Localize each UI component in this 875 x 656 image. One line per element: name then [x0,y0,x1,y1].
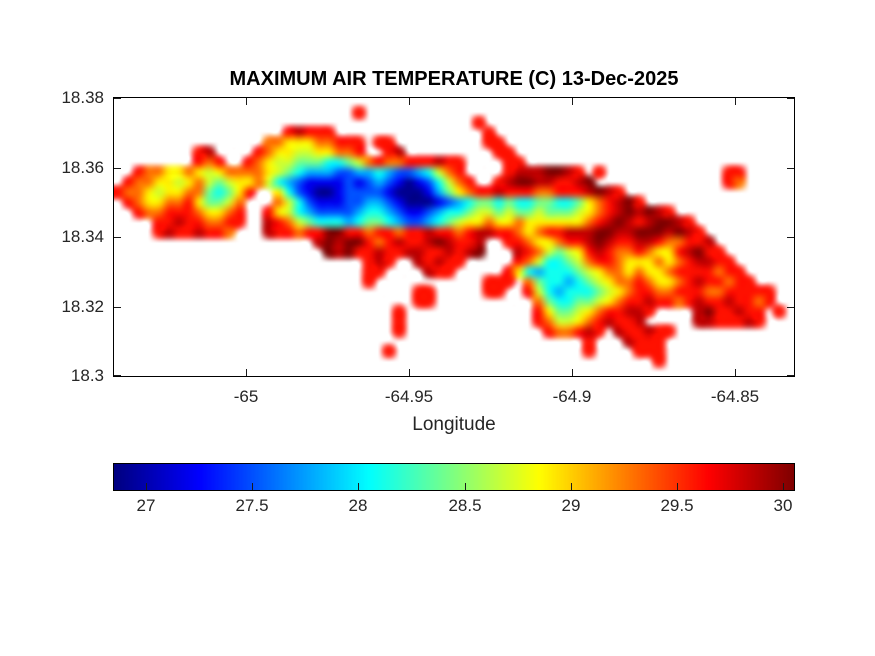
y-tick-right [787,307,794,308]
y-tick-left [114,168,121,169]
x-tick-top [409,98,410,105]
x-tick-top [572,98,573,105]
x-tick-label: -65 [233,387,259,406]
x-tick-bottom [246,369,247,376]
y-tick-left [114,307,121,308]
colorbar-tick [783,483,784,490]
y-tick-label: 18.32 [61,297,104,316]
y-tick-label: 18.34 [61,227,104,246]
y-tick-label: 18.3 [70,366,104,385]
y-tick-right [787,98,794,99]
colorbar-tick-label: 29.5 [660,496,694,515]
colorbar-tick-label: 28 [348,496,368,515]
y-tick-left [114,98,121,99]
y-tick-left [114,237,121,238]
colorbar-tick-label: 27.5 [235,496,269,515]
colorbar-tick [677,483,678,490]
colorbar-tick [358,483,359,490]
plot-area [113,97,795,377]
temperature-heatmap-canvas [114,98,794,376]
colorbar-gradient-canvas [114,464,794,490]
colorbar-tick [465,483,466,490]
y-tick-right [787,168,794,169]
x-axis-label: Longitude [412,414,496,435]
y-tick-right [787,237,794,238]
chart-title: MAXIMUM AIR TEMPERATURE (C) 13-Dec-2025 [229,68,679,90]
y-tick-label: 18.38 [61,88,104,107]
x-tick-bottom [572,369,573,376]
colorbar-tick [146,483,147,490]
x-tick-top [246,98,247,105]
y-tick-left [114,375,121,376]
colorbar-tick-label: 29 [561,496,581,515]
y-tick-right [787,375,794,376]
colorbar [113,463,795,491]
x-tick-label: -64.95 [384,387,434,406]
colorbar-tick [252,483,253,490]
colorbar-tick-label: 27 [136,496,156,515]
x-tick-bottom [735,369,736,376]
x-tick-top [735,98,736,105]
y-tick-label: 18.36 [61,158,104,177]
x-tick-label: -64.85 [710,387,760,406]
colorbar-tick [571,483,572,490]
colorbar-tick-label: 30 [773,496,793,515]
x-tick-label: -64.9 [552,387,592,406]
x-tick-bottom [409,369,410,376]
colorbar-tick-label: 28.5 [448,496,482,515]
